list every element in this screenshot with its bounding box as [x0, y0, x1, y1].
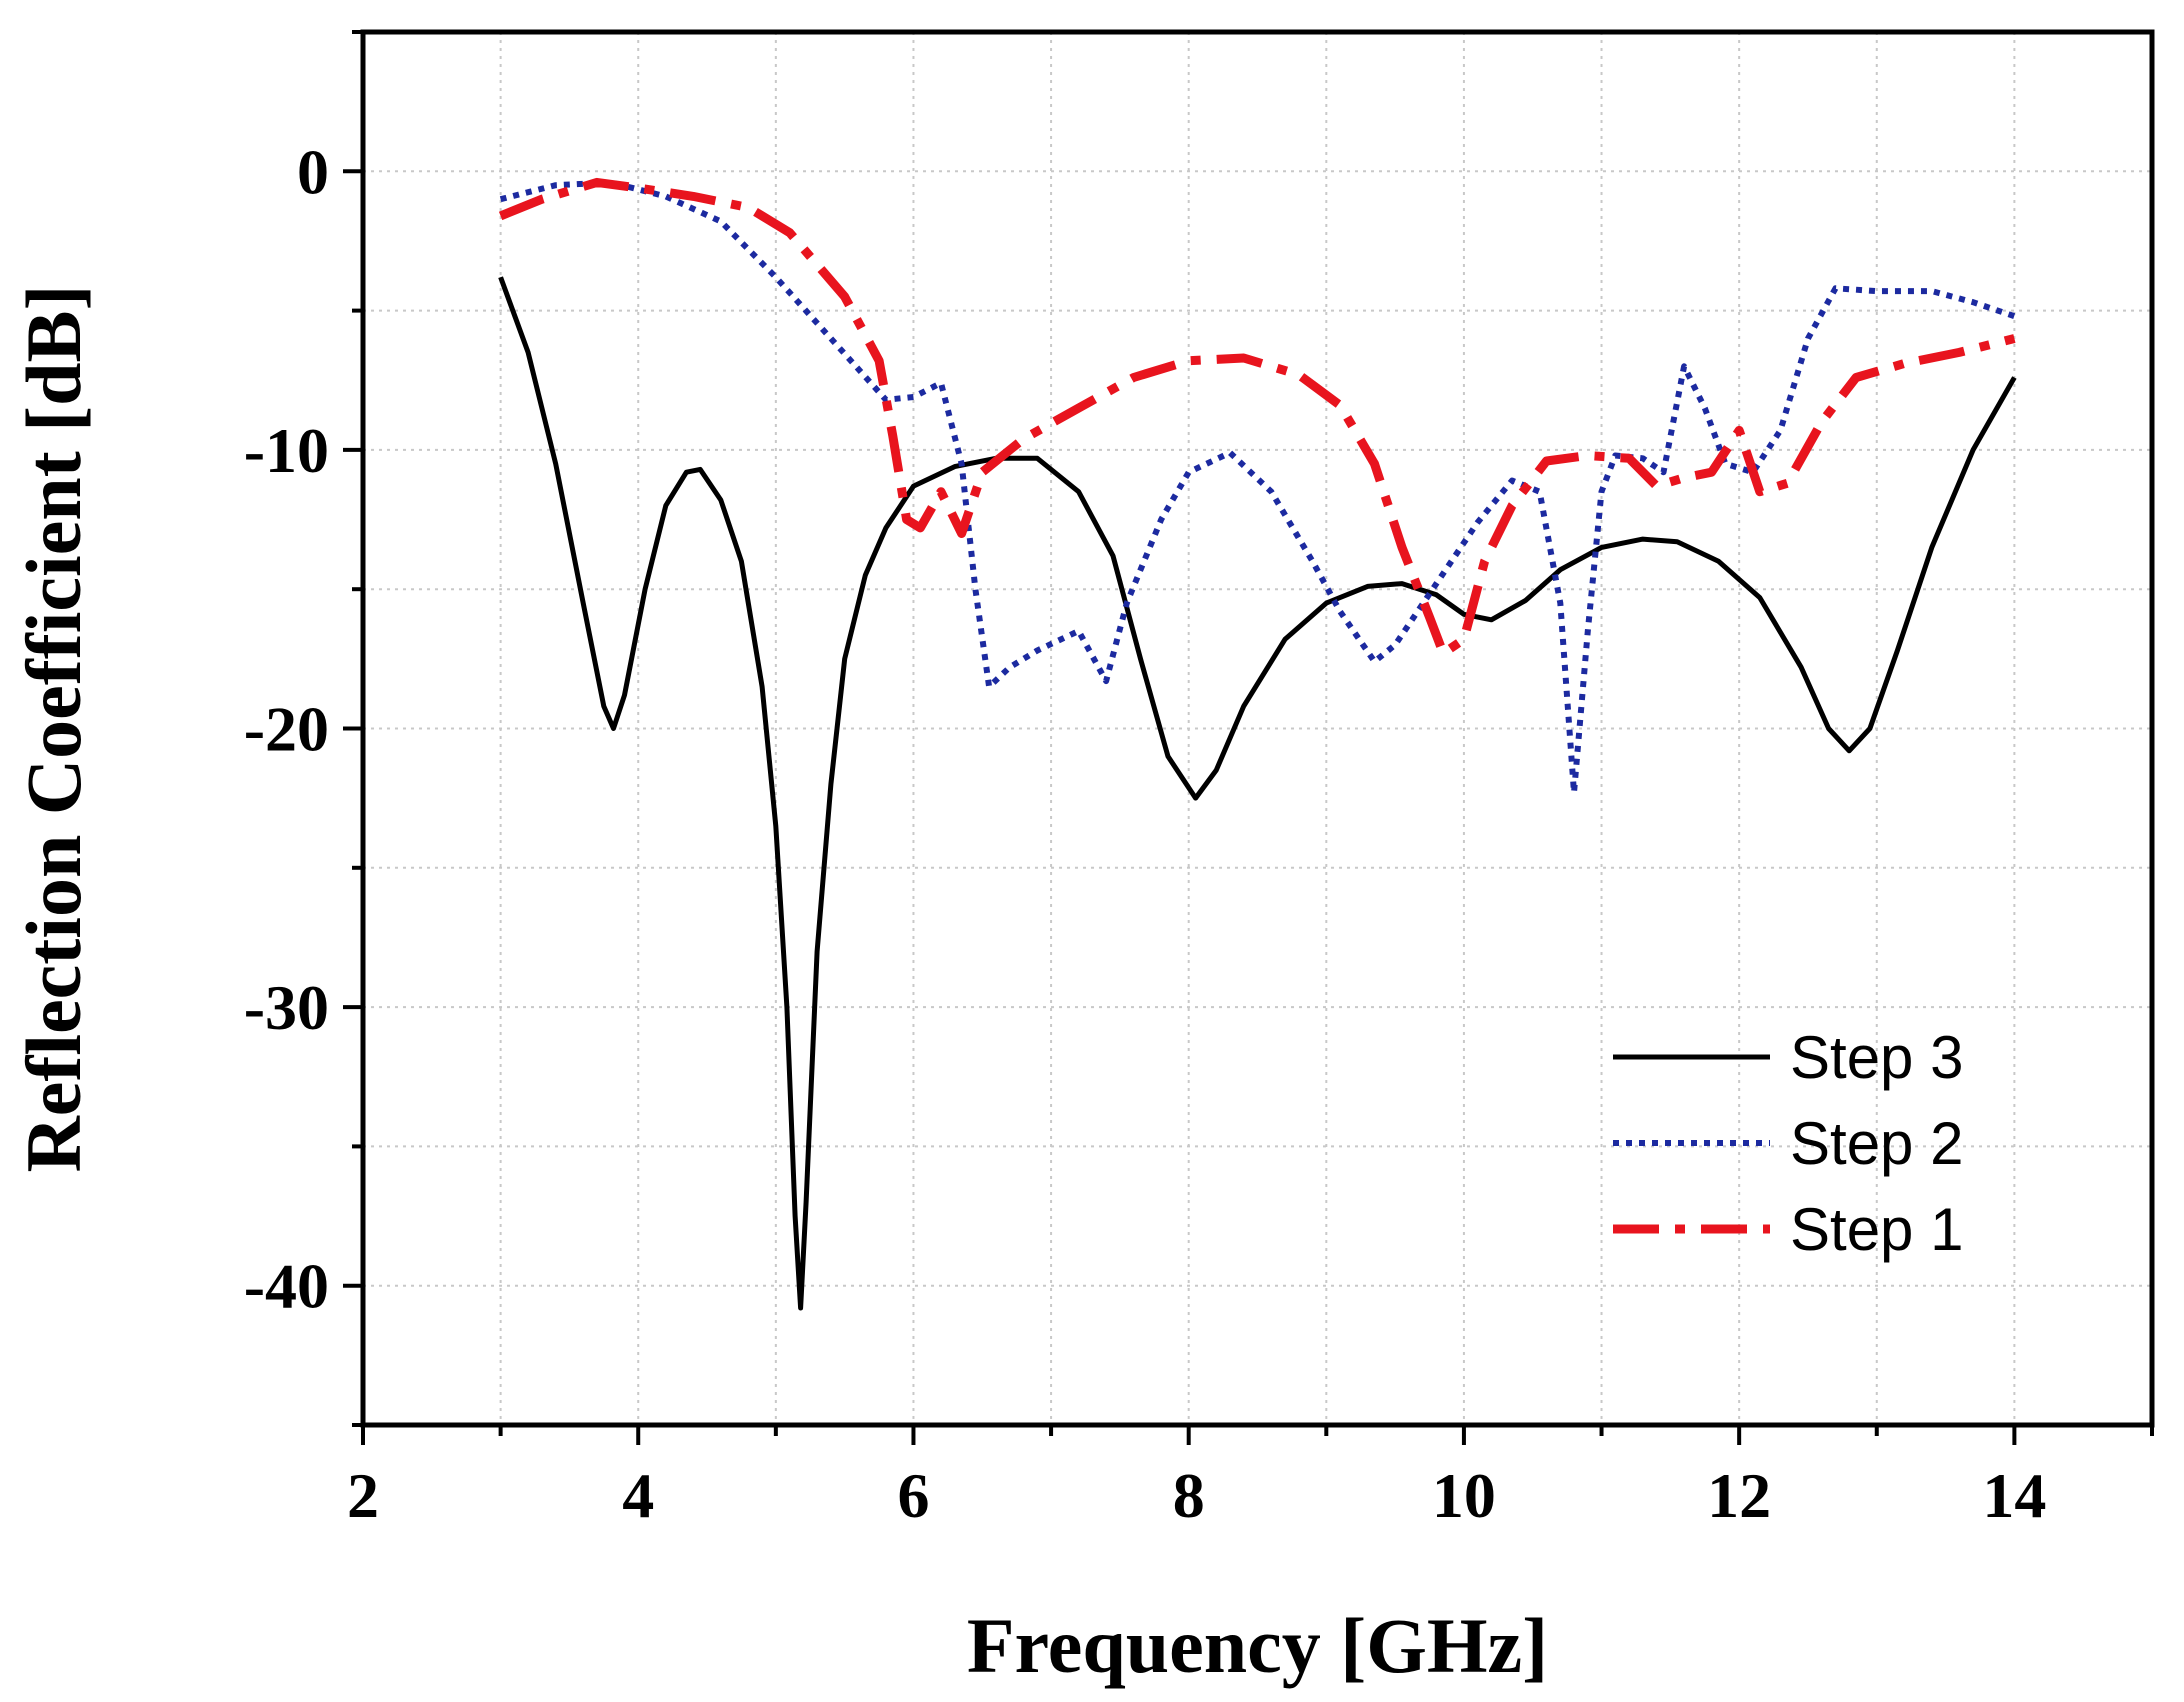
legend-label: Step 1 — [1790, 1196, 1963, 1263]
x-tick-label: 4 — [622, 1460, 654, 1531]
legend: Step 3 Step 2 Step 1 — [1613, 1024, 1963, 1263]
x-axis-title: Frequency [GHz] — [967, 1602, 1548, 1689]
legend-label: Step 3 — [1790, 1024, 1963, 1091]
y-axis-title: Reflection Coefficient [dB] — [10, 284, 97, 1172]
legend-label: Step 2 — [1790, 1110, 1963, 1177]
y-tick-label: -10 — [244, 415, 329, 486]
x-tick-label: 10 — [1432, 1460, 1496, 1531]
x-tick-label: 2 — [347, 1460, 379, 1531]
x-tick-label: 12 — [1707, 1460, 1771, 1531]
x-tick-label: 8 — [1173, 1460, 1205, 1531]
series-layer — [498, 177, 2017, 1311]
series-line-step-2 — [499, 179, 2016, 796]
x-tick-label: 14 — [1982, 1460, 2046, 1531]
y-tick-label: -20 — [244, 694, 329, 765]
series-line-step-1 — [498, 177, 2016, 658]
y-tick-label: -40 — [244, 1251, 329, 1322]
y-tick-label: -30 — [244, 972, 329, 1043]
tick-layer: 2 4 6 8 10 12 14 -40 -30 -20 -10 0 — [244, 30, 2154, 1531]
grid-layer — [363, 32, 2152, 1425]
x-tick-label: 6 — [897, 1460, 929, 1531]
series-line-step-3 — [498, 276, 2017, 1311]
y-tick-label: 0 — [297, 136, 329, 207]
